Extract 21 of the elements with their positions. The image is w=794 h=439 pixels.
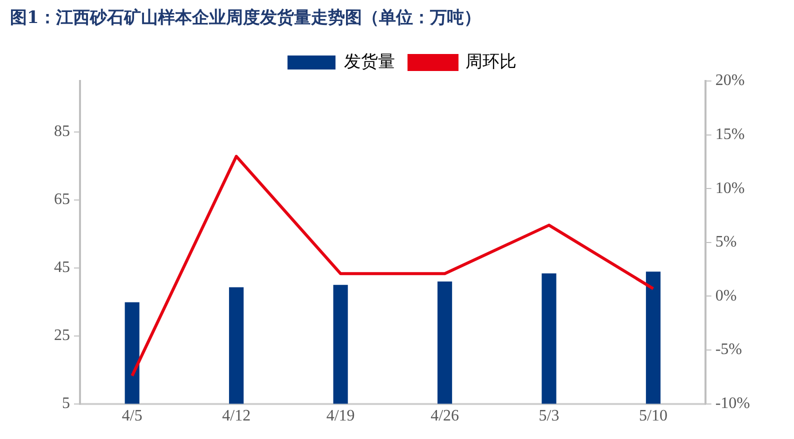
y-tick-label: 65 [54, 191, 70, 208]
y-tick-label: 85 [54, 123, 70, 140]
y2-tick-label: 0% [715, 287, 737, 304]
y2-tick-label: 15% [715, 126, 745, 144]
x-tick-label: 5/3 [538, 408, 560, 425]
y2-tick-label: 5% [715, 234, 737, 251]
y-tick-label: 25 [54, 327, 70, 344]
y-tick-label: 45 [54, 259, 70, 276]
x-tick-label: 4/19 [326, 408, 355, 425]
x-tick-label: 4/12 [222, 408, 251, 425]
x-tick-label: 4/5 [122, 408, 142, 425]
x-tick-label: 5/10 [639, 408, 668, 425]
y2-tick-label: 20% [715, 72, 745, 90]
y-tick-label: 5 [62, 395, 70, 412]
x-tick-label: 4/26 [430, 408, 460, 425]
y2-tick-label: -5% [715, 341, 742, 358]
legend-label: 发货量 [344, 52, 395, 72]
y2-tick-label: 10% [715, 180, 745, 197]
legend-label: 周环比 [466, 52, 516, 72]
y2-tick-label: -10% [715, 395, 750, 412]
chart-title: 图1：江西砂石矿山样本企业周度发货量走势图（单位：万吨） [10, 7, 481, 29]
